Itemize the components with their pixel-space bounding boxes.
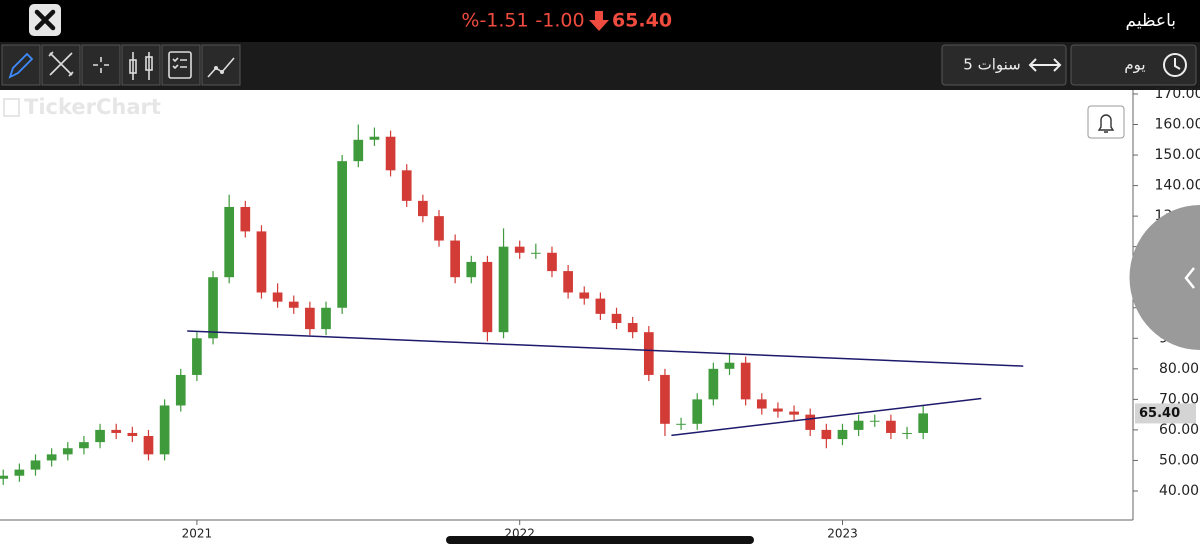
candle-body — [14, 469, 25, 476]
y-tick-label: 150.00 — [1155, 147, 1200, 163]
compare-button[interactable] — [201, 44, 241, 86]
side-handle[interactable] — [1129, 205, 1200, 350]
candle-body — [305, 307, 315, 330]
candle-body — [62, 448, 73, 455]
draw-tool[interactable] — [1, 44, 41, 86]
candle-body — [418, 200, 428, 217]
candle-body — [192, 338, 202, 375]
candle-body — [740, 362, 751, 400]
x-tick-label: 2021 — [182, 527, 213, 541]
trendline — [187, 330, 1024, 367]
candle-body — [692, 399, 703, 424]
candle-body — [288, 301, 299, 308]
y-tick-label: 140.00 — [1155, 178, 1200, 194]
y-tick-label: 80.00 — [1159, 361, 1199, 377]
candle-body — [756, 399, 767, 409]
candle-body — [450, 240, 460, 278]
candle-body — [401, 170, 412, 201]
candle-body — [547, 252, 557, 272]
last-price-label: 65.40 — [1139, 406, 1180, 421]
candle-body — [627, 323, 638, 333]
price: 65.40 — [612, 10, 672, 32]
candle-body — [902, 432, 912, 434]
trendline — [671, 397, 982, 437]
candle-body — [224, 206, 235, 278]
interval-label: يوم — [1124, 56, 1145, 74]
y-tick-label: 160.00 — [1155, 117, 1200, 133]
last-price-box — [1135, 403, 1196, 424]
crosshair-button[interactable] — [81, 44, 121, 86]
down-arrow — [589, 11, 609, 31]
candle-body — [321, 307, 331, 330]
candle-body — [337, 161, 348, 308]
candle-body — [353, 139, 364, 162]
candle-body — [0, 475, 9, 479]
candle-body — [208, 277, 218, 339]
x-tick-label: 2023 — [827, 527, 858, 541]
candle-body — [530, 252, 541, 254]
candle-body — [127, 432, 138, 437]
candle-body — [660, 374, 670, 424]
candle-body — [643, 332, 654, 375]
candle-body — [773, 408, 783, 412]
candle-body — [256, 231, 267, 293]
candle-body — [79, 442, 89, 449]
candle-body — [143, 436, 154, 455]
candle-body — [805, 414, 816, 430]
chart-area — [0, 90, 1200, 554]
candle-body — [46, 454, 57, 461]
y-tick-label: 170.00 — [1155, 86, 1200, 102]
home-indicator — [446, 536, 754, 544]
candle-body — [821, 429, 832, 440]
candle-body — [611, 313, 622, 324]
indicators-button[interactable] — [161, 44, 201, 86]
candle-body — [886, 420, 896, 433]
candle-body — [30, 460, 41, 470]
alert-button[interactable] — [1087, 105, 1125, 139]
candle-body — [918, 413, 929, 433]
candle-body — [466, 261, 477, 278]
candle-body — [563, 271, 573, 293]
period-label: 5 سنوات — [963, 56, 1020, 74]
candle-body — [240, 206, 251, 232]
change: -1.00 — [535, 10, 584, 32]
candle-body — [272, 292, 283, 302]
watermark-logo — [3, 98, 20, 117]
candle-body — [869, 420, 880, 422]
candle-body — [595, 298, 606, 314]
symbol: باعظيم — [1126, 11, 1176, 31]
tools-button[interactable] — [41, 44, 81, 86]
candle-body — [837, 429, 848, 440]
y-tick-label: 40.00 — [1159, 483, 1199, 499]
candle-body — [579, 292, 590, 299]
candle-body — [498, 246, 509, 333]
candle-body — [482, 261, 493, 333]
candle-body — [676, 423, 686, 425]
candle-body — [708, 368, 719, 400]
candle-body — [159, 405, 170, 455]
candle-body — [369, 136, 380, 140]
candle-body — [434, 216, 444, 241]
y-tick-label: 70.00 — [1159, 391, 1199, 407]
period-button[interactable]: 5 سنوات — [941, 44, 1067, 86]
chart-type-button[interactable] — [121, 44, 161, 86]
candle-body — [724, 362, 735, 369]
candle-body — [111, 429, 122, 433]
close-button[interactable] — [29, 4, 61, 36]
candle-body — [789, 411, 799, 415]
candle-body — [853, 420, 864, 430]
watermark: TickerChart — [24, 95, 161, 119]
candle-body — [95, 429, 105, 443]
candle-body — [385, 136, 396, 171]
candle-body — [514, 246, 525, 253]
candle-body — [175, 374, 186, 406]
change-percent: %-1.51 — [461, 10, 528, 32]
y-tick-label: 50.00 — [1159, 452, 1199, 468]
y-tick-label: 60.00 — [1159, 422, 1199, 438]
interval-button[interactable]: يوم — [1070, 44, 1197, 86]
